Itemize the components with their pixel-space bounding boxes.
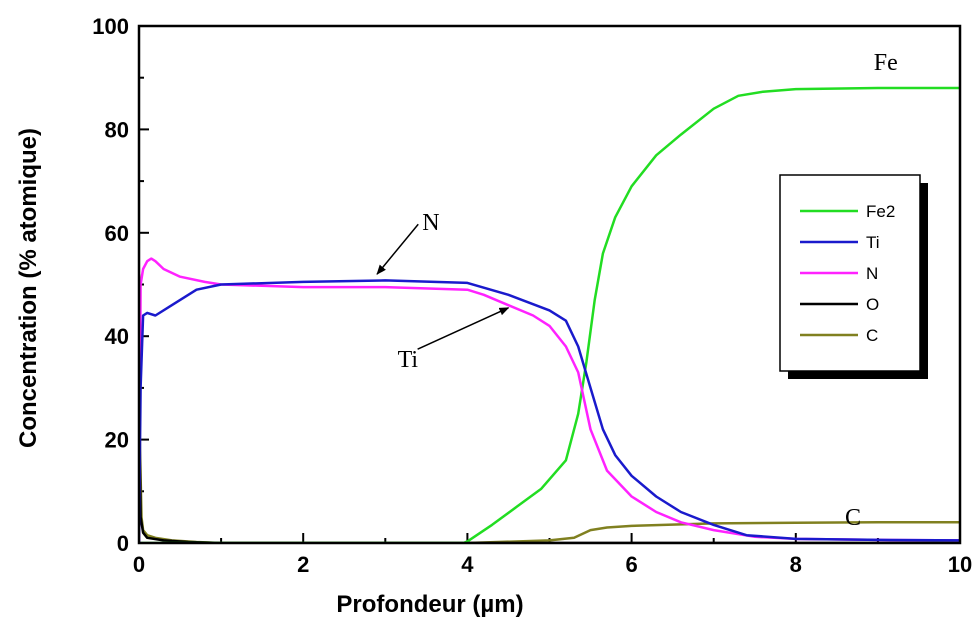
series-line-ti: [139, 279, 960, 543]
x-tick-label: 2: [297, 552, 309, 577]
x-tick-label: 10: [948, 552, 972, 577]
legend-label-fe2: Fe2: [866, 202, 895, 221]
annotation-c: C: [845, 505, 861, 531]
annotation-arrow-n: [376, 223, 419, 275]
annotation-ti: Ti: [398, 347, 419, 373]
y-tick-label: 20: [105, 428, 129, 453]
legend-label-n: N: [866, 264, 878, 283]
annotation-n: N: [422, 210, 439, 236]
annotation-arrow-ti: [417, 307, 510, 350]
legend-label-c: C: [866, 326, 878, 345]
y-tick-label: 100: [92, 14, 129, 39]
x-tick-label: 8: [790, 552, 802, 577]
x-tick-label: 6: [625, 552, 637, 577]
legend-label-ti: Ti: [866, 233, 880, 252]
series-lines: [139, 86, 960, 543]
legend-label-o: O: [866, 295, 879, 314]
plot-frame: [137, 24, 962, 545]
y-tick-label: 0: [117, 531, 129, 556]
annotations: Fe N Ti C: [376, 50, 898, 531]
series-line-n: [139, 257, 960, 543]
annotation-fe: Fe: [874, 50, 898, 76]
y-tick-label: 80: [105, 117, 129, 142]
y-axis-title: Concentration (% atomique): [15, 128, 42, 448]
x-tick-label: 4: [461, 552, 474, 577]
x-axis-title: Profondeur (µm): [336, 591, 523, 618]
legend: Fe2 Ti NOC: [779, 174, 928, 379]
y-tick-label: 40: [105, 324, 129, 349]
series-line-o: [139, 387, 960, 543]
y-tick-label: 60: [105, 221, 129, 246]
series-line-fe2: [139, 86, 960, 543]
x-tick-label: 0: [133, 552, 145, 577]
